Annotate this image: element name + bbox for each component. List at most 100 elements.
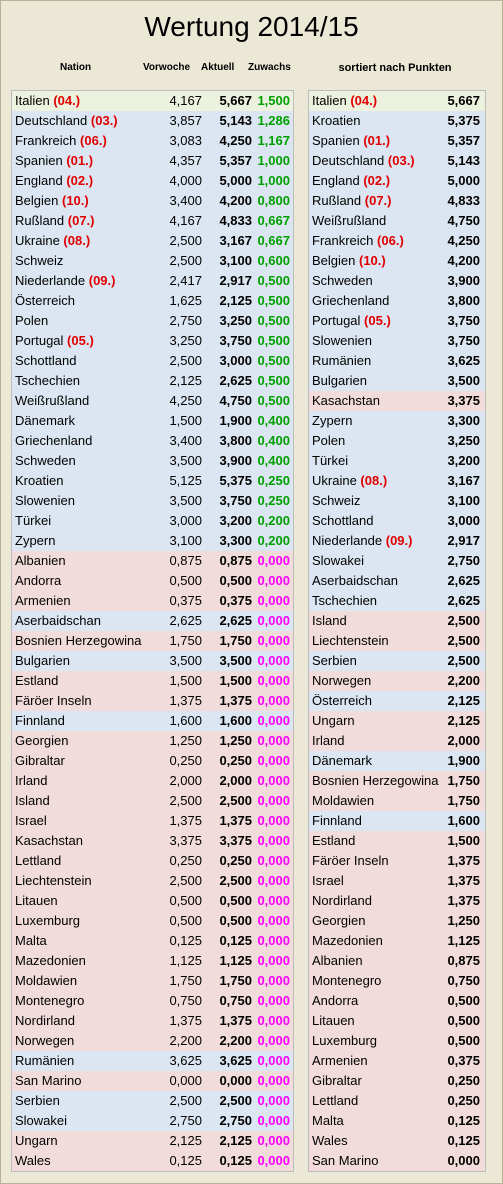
nation-cell: Weißrußland bbox=[15, 391, 89, 411]
vorwoche-cell: 2,500 bbox=[169, 233, 202, 248]
nation-cell: Türkei bbox=[15, 511, 51, 531]
table-row: Kroatien 5,125 5,375 0,250 bbox=[12, 471, 293, 491]
table-row: Schweiz 3,100 bbox=[309, 491, 485, 511]
vorwoche-cell: 3,000 bbox=[169, 513, 202, 528]
zuwachs-cell: 0,500 bbox=[257, 393, 290, 408]
nation-cell: Ukraine (08.) bbox=[312, 471, 387, 491]
table-row: Israel 1,375 1,375 0,000 bbox=[12, 811, 293, 831]
punkte-cell: 2,625 bbox=[447, 593, 480, 608]
nation-name: Slowakei bbox=[15, 1113, 68, 1128]
table-row: Österreich 1,625 2,125 0,500 bbox=[12, 291, 293, 311]
table-row: Rußland (07.) 4,833 bbox=[309, 191, 485, 211]
table-row: Spanien (01.) 5,357 bbox=[309, 131, 485, 151]
table-row: Luxemburg 0,500 0,500 0,000 bbox=[12, 911, 293, 931]
aktuell-cell: 3,750 bbox=[219, 333, 252, 348]
rank-label: (08.) bbox=[360, 473, 388, 488]
aktuell-cell: 0,500 bbox=[219, 573, 252, 588]
punkte-cell: 5,357 bbox=[447, 133, 480, 148]
table-row: England (02.) 4,000 5,000 1,000 bbox=[12, 171, 293, 191]
nation-name: Portugal bbox=[15, 333, 64, 348]
vorwoche-cell: 1,375 bbox=[169, 693, 202, 708]
aktuell-cell: 3,250 bbox=[219, 313, 252, 328]
punkte-cell: 2,625 bbox=[447, 573, 480, 588]
zuwachs-cell: 0,500 bbox=[257, 333, 290, 348]
nation-cell: Deutschland (03.) bbox=[15, 111, 118, 131]
zuwachs-cell: 0,400 bbox=[257, 413, 290, 428]
nation-cell: Israel bbox=[15, 811, 47, 831]
nation-name: Luxemburg bbox=[15, 913, 81, 928]
nation-name: Rumänien bbox=[312, 353, 372, 368]
nation-cell: Montenegro bbox=[312, 971, 381, 991]
nation-cell: Serbien bbox=[312, 651, 357, 671]
table-row: Portugal (05.) 3,750 bbox=[309, 311, 485, 331]
nation-cell: Rußland (07.) bbox=[312, 191, 392, 211]
nation-cell: Griechenland bbox=[312, 291, 389, 311]
nation-cell: Bulgarien bbox=[15, 651, 70, 671]
rank-label: (06.) bbox=[80, 133, 107, 148]
nation-cell: Kroatien bbox=[312, 111, 360, 131]
table-row: Rumänien 3,625 bbox=[309, 351, 485, 371]
zuwachs-cell: 0,000 bbox=[257, 813, 290, 828]
punkte-cell: 3,625 bbox=[447, 353, 480, 368]
vorwoche-cell: 1,750 bbox=[169, 973, 202, 988]
table-row: Dänemark 1,500 1,900 0,400 bbox=[12, 411, 293, 431]
table-row: Kasachstan 3,375 bbox=[309, 391, 485, 411]
zuwachs-cell: 0,000 bbox=[257, 573, 290, 588]
nation-cell: Litauen bbox=[15, 891, 58, 911]
nation-cell: Armenien bbox=[15, 591, 71, 611]
nation-cell: Spanien (01.) bbox=[312, 131, 390, 151]
aktuell-cell: 4,250 bbox=[219, 133, 252, 148]
table-row: Färöer Inseln 1,375 1,375 0,000 bbox=[12, 691, 293, 711]
aktuell-cell: 3,900 bbox=[219, 453, 252, 468]
nation-cell: England (02.) bbox=[312, 171, 390, 191]
nation-name: Malta bbox=[15, 933, 47, 948]
zuwachs-cell: 0,250 bbox=[257, 473, 290, 488]
aktuell-cell: 0,500 bbox=[219, 893, 252, 908]
nation-name: Slowenien bbox=[312, 333, 372, 348]
nation-name: Andorra bbox=[15, 573, 62, 588]
table-row: Norwegen 2,200 2,200 0,000 bbox=[12, 1031, 293, 1051]
nation-name: Montenegro bbox=[312, 973, 382, 988]
nation-cell: Irland bbox=[312, 731, 345, 751]
table-row: Italien (04.) 4,167 5,667 1,500 bbox=[12, 91, 293, 111]
vorwoche-cell: 2,200 bbox=[169, 1033, 202, 1048]
nation-name: Tschechien bbox=[15, 373, 81, 388]
aktuell-cell: 2,625 bbox=[219, 373, 252, 388]
punkte-cell: 3,900 bbox=[447, 273, 480, 288]
nation-name: Serbien bbox=[15, 1093, 60, 1108]
table-row: Wales 0,125 bbox=[309, 1131, 485, 1151]
table-row: Griechenland 3,800 bbox=[309, 291, 485, 311]
nation-cell: Bulgarien bbox=[312, 371, 367, 391]
vorwoche-cell: 0,500 bbox=[169, 573, 202, 588]
nation-cell: Rumänien bbox=[15, 1051, 74, 1071]
table-row: Bulgarien 3,500 bbox=[309, 371, 485, 391]
nation-name: Weißrußland bbox=[312, 213, 387, 228]
table-row: Ungarn 2,125 2,125 0,000 bbox=[12, 1131, 293, 1151]
zuwachs-cell: 0,000 bbox=[257, 673, 290, 688]
punkte-cell: 0,125 bbox=[447, 1133, 480, 1148]
page-title: Wertung 2014/15 bbox=[144, 11, 359, 42]
nation-name: Aserbaidschan bbox=[15, 613, 101, 628]
nation-cell: Zypern bbox=[15, 531, 55, 551]
nation-cell: Zypern bbox=[312, 411, 352, 431]
nation-name: Estland bbox=[312, 833, 356, 848]
zuwachs-cell: 0,250 bbox=[257, 493, 290, 508]
vorwoche-cell: 0,125 bbox=[169, 1153, 202, 1168]
table-row: Lettland 0,250 0,250 0,000 bbox=[12, 851, 293, 871]
nation-cell: Finnland bbox=[15, 711, 65, 731]
table-row: Dänemark 1,900 bbox=[309, 751, 485, 771]
punkte-cell: 1,125 bbox=[447, 933, 480, 948]
vorwoche-cell: 1,250 bbox=[169, 733, 202, 748]
rank-label: (03.) bbox=[90, 113, 118, 128]
nation-name: Slowenien bbox=[15, 493, 75, 508]
zuwachs-cell: 0,000 bbox=[257, 693, 290, 708]
nation-name: Zypern bbox=[15, 533, 56, 548]
table-row: Albanien 0,875 0,875 0,000 bbox=[12, 551, 293, 571]
nation-cell: Griechenland bbox=[15, 431, 92, 451]
nation-name: Färöer Inseln bbox=[15, 693, 92, 708]
zuwachs-cell: 0,667 bbox=[257, 233, 290, 248]
nation-name: Bulgarien bbox=[15, 653, 70, 668]
nation-cell: Türkei bbox=[312, 451, 348, 471]
table-row: Andorra 0,500 0,500 0,000 bbox=[12, 571, 293, 591]
nation-cell: Georgien bbox=[312, 911, 365, 931]
